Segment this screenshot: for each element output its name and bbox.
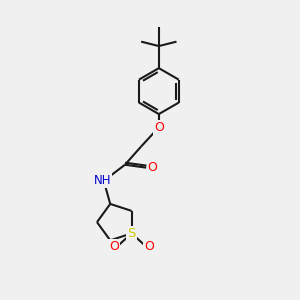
- Text: O: O: [154, 121, 164, 134]
- Text: O: O: [144, 239, 154, 253]
- Text: S: S: [128, 227, 136, 240]
- Text: NH: NH: [94, 174, 111, 188]
- Text: O: O: [109, 239, 119, 253]
- Text: O: O: [148, 161, 158, 174]
